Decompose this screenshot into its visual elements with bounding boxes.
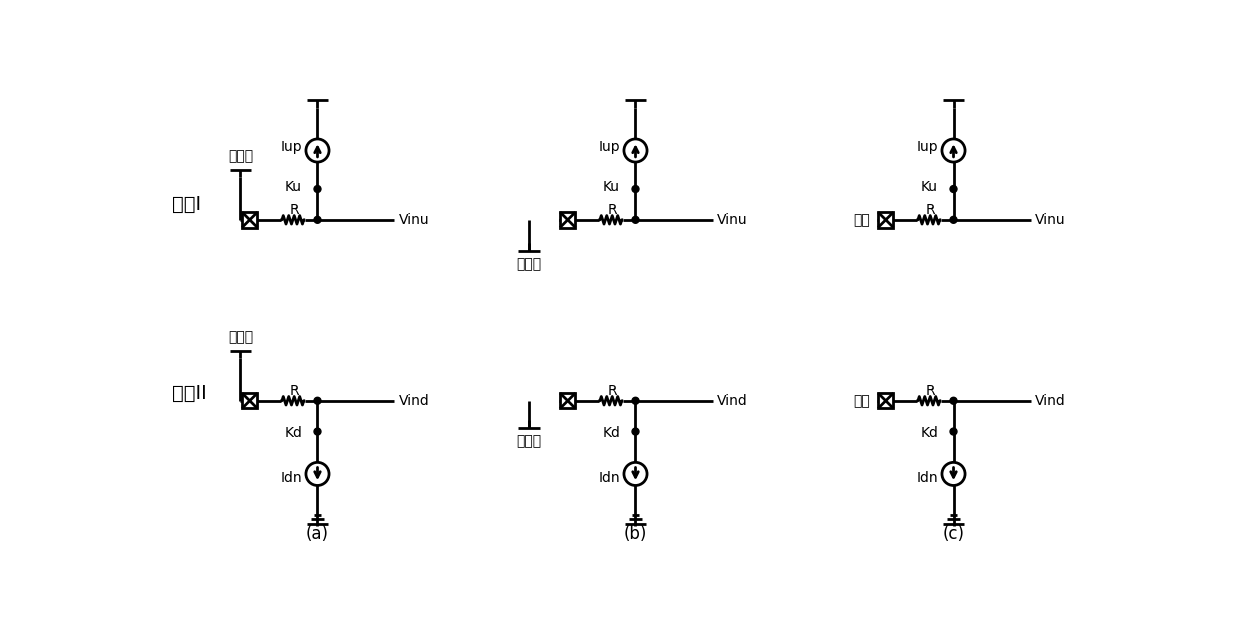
Text: Iup: Iup	[916, 140, 939, 154]
Text: Vind: Vind	[717, 394, 748, 408]
Circle shape	[950, 397, 957, 404]
Text: 低电平: 低电平	[517, 435, 542, 449]
Circle shape	[314, 186, 321, 193]
Circle shape	[314, 397, 321, 404]
Text: Vind: Vind	[399, 394, 430, 408]
Text: (b): (b)	[624, 525, 647, 543]
Text: 结构I: 结构I	[172, 195, 201, 214]
Text: (c): (c)	[942, 525, 965, 543]
Text: 低电平: 低电平	[517, 258, 542, 272]
Text: R: R	[608, 203, 618, 217]
Bar	[560, 212, 575, 228]
Bar	[878, 212, 894, 228]
Text: Ku: Ku	[603, 181, 620, 194]
Text: Iup: Iup	[280, 140, 303, 154]
Text: Vind: Vind	[1035, 394, 1066, 408]
Circle shape	[950, 186, 957, 193]
Circle shape	[632, 217, 639, 223]
Text: R: R	[290, 384, 299, 398]
Text: R: R	[608, 384, 618, 398]
Circle shape	[632, 428, 639, 435]
Text: Idn: Idn	[916, 471, 939, 485]
Text: Vinu: Vinu	[399, 213, 430, 227]
Text: Vinu: Vinu	[717, 213, 748, 227]
Text: Vinu: Vinu	[1035, 213, 1065, 227]
Circle shape	[950, 428, 957, 435]
Bar	[560, 393, 575, 409]
Text: Iup: Iup	[599, 140, 620, 154]
Text: Kd: Kd	[920, 426, 939, 440]
Text: R: R	[925, 203, 935, 217]
Text: 结构II: 结构II	[172, 384, 207, 402]
Text: Idn: Idn	[599, 471, 620, 485]
Text: 高阻: 高阻	[853, 394, 870, 408]
Text: 高电平: 高电平	[228, 150, 253, 163]
Text: Ku: Ku	[285, 181, 303, 194]
Bar	[242, 212, 258, 228]
Bar	[878, 393, 894, 409]
Text: Kd: Kd	[603, 426, 620, 440]
Text: Kd: Kd	[284, 426, 303, 440]
Text: Idn: Idn	[280, 471, 303, 485]
Circle shape	[632, 397, 639, 404]
Text: R: R	[290, 203, 299, 217]
Circle shape	[950, 217, 957, 223]
Circle shape	[632, 186, 639, 193]
Text: 高阻: 高阻	[853, 213, 870, 227]
Text: 高电平: 高电平	[228, 331, 253, 345]
Text: R: R	[925, 384, 935, 398]
Text: (a): (a)	[306, 525, 329, 543]
Bar	[242, 393, 258, 409]
Text: Ku: Ku	[921, 181, 939, 194]
Circle shape	[314, 428, 321, 435]
Circle shape	[314, 217, 321, 223]
